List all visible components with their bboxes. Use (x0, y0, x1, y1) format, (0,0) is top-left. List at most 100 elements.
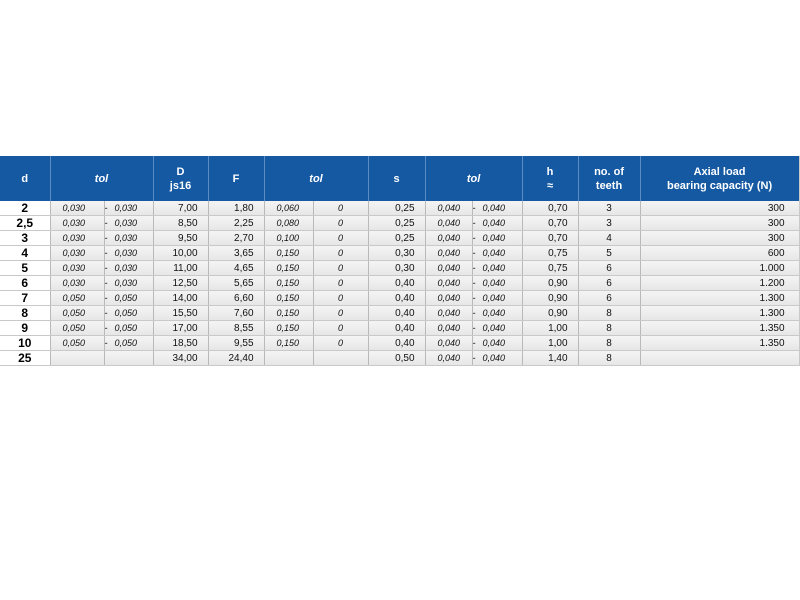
header-teeth: no. of teeth (578, 156, 641, 201)
cell-tol2-lower: 0,060 (264, 201, 314, 216)
cell-tol3-lower: 0,040 (425, 275, 473, 291)
tolerance-dash: - (472, 338, 476, 348)
cell-F: 9,55 (208, 335, 265, 351)
cell-tol1-lower: 0,050 (50, 305, 105, 321)
cell-axial-load: 300 (640, 215, 800, 231)
cell-tol2-upper: 0 (313, 290, 369, 306)
cell-s: 0,25 (368, 215, 426, 231)
cell-D: 8,50 (153, 215, 209, 231)
cell-d: 7 (0, 290, 51, 306)
tolerance-dash: - (472, 248, 476, 258)
header-axial-load: Axial load bearing capacity (N) (640, 156, 800, 201)
cell-D: 12,50 (153, 275, 209, 291)
cell-tol1-upper: -0,030 (104, 260, 154, 276)
cell-tol3-upper: -0,040 (472, 305, 523, 321)
cell-F: 7,60 (208, 305, 265, 321)
cell-s: 0,40 (368, 320, 426, 336)
tolerance-value: 0,040 (482, 308, 506, 318)
cell-tol3-upper: -0,040 (472, 290, 523, 306)
table-row: 4 0,030-0,030 10,00 3,65 0,150 0 0,30 0,040-0,0… (0, 245, 800, 261)
tolerance-value: 0,050 (114, 323, 138, 333)
cell-tol3-upper: -0,040 (472, 350, 523, 366)
cell-d: 2 (0, 201, 51, 216)
header-teeth-line2: teeth (595, 179, 623, 192)
cell-axial-load: 1.200 (640, 275, 800, 291)
cell-tol2-upper: 0 (313, 275, 369, 291)
tolerance-value: 0,030 (114, 278, 138, 288)
tolerance-dash: - (472, 278, 476, 288)
cell-h: 0,90 (522, 290, 579, 306)
tolerance-value: 0,030 (114, 203, 138, 213)
cell-h: 0,75 (522, 245, 579, 261)
cell-tol3-lower: 0,040 (425, 290, 473, 306)
cell-teeth: 6 (578, 260, 641, 276)
table-row: 25 34,00 24,40 0,50 0,040-0,040 1,40 8 (0, 350, 800, 366)
cell-h: 0,90 (522, 305, 579, 321)
tolerance-dash: - (104, 218, 108, 228)
cell-F: 1,80 (208, 201, 265, 216)
cell-tol3-upper: -0,040 (472, 230, 523, 246)
cell-tol3-upper: -0,040 (472, 335, 523, 351)
cell-tol1-lower: 0,030 (50, 215, 105, 231)
tolerance-dash: - (104, 293, 108, 303)
cell-D: 14,00 (153, 290, 209, 306)
header-axial-line1: Axial load (693, 165, 746, 178)
cell-s: 0,25 (368, 230, 426, 246)
cell-teeth: 8 (578, 335, 641, 351)
header-F: F (208, 156, 265, 201)
cell-tol1-upper: -0,030 (104, 245, 154, 261)
table-row: 2,5 0,030-0,030 8,50 2,25 0,080 0 0,25 0,040-0,… (0, 215, 800, 231)
cell-D: 17,00 (153, 320, 209, 336)
tolerance-dash: - (472, 293, 476, 303)
cell-D: 7,00 (153, 201, 209, 216)
table-row: 5 0,030-0,030 11,00 4,65 0,150 0 0,30 0,040-0,0… (0, 260, 800, 276)
cell-tol1-lower: 0,030 (50, 260, 105, 276)
header-s: s (368, 156, 426, 201)
cell-tol3-upper: -0,040 (472, 320, 523, 336)
cell-tol3-lower: 0,040 (425, 350, 473, 366)
cell-tol3-lower: 0,040 (425, 215, 473, 231)
cell-tol1-upper: -0,050 (104, 320, 154, 336)
cell-axial-load: 600 (640, 245, 800, 261)
cell-F: 2,70 (208, 230, 265, 246)
tolerance-value: 0,040 (482, 293, 506, 303)
cell-tol2-lower: 0,150 (264, 305, 314, 321)
cell-s: 0,30 (368, 245, 426, 261)
cell-s: 0,40 (368, 275, 426, 291)
tolerance-dash: - (104, 263, 108, 273)
tolerance-dash: - (104, 308, 108, 318)
cell-tol2-upper: 0 (313, 305, 369, 321)
tolerance-value: 0,030 (114, 248, 138, 258)
tolerance-dash: - (104, 203, 108, 213)
tolerance-value: 0,040 (482, 338, 506, 348)
cell-F: 24,40 (208, 350, 265, 366)
cell-d: 2,5 (0, 215, 51, 231)
cell-tol3-upper: -0,040 (472, 260, 523, 276)
cell-h: 1,40 (522, 350, 579, 366)
tolerance-value: 0,030 (114, 263, 138, 273)
tolerance-dash: - (472, 308, 476, 318)
cell-tol2-lower: 0,150 (264, 275, 314, 291)
cell-D: 10,00 (153, 245, 209, 261)
cell-tol2-lower: 0,150 (264, 290, 314, 306)
table-row: 7 0,050-0,050 14,00 6,60 0,150 0 0,40 0,040-0,0… (0, 290, 800, 306)
tolerance-dash: - (104, 323, 108, 333)
header-h-line2: ≈ (547, 179, 554, 192)
cell-axial-load: 1.350 (640, 335, 800, 351)
cell-tol1-lower: 0,030 (50, 230, 105, 246)
tolerance-value: 0,040 (482, 278, 506, 288)
tolerance-value: 0,040 (482, 323, 506, 333)
cell-teeth: 6 (578, 275, 641, 291)
cell-axial-load: 1.300 (640, 290, 800, 306)
cell-tol1-upper (104, 350, 154, 366)
cell-F: 3,65 (208, 245, 265, 261)
spec-table-container: d tol D js16 F tol s tol h ≈ no. of teet… (0, 156, 800, 366)
cell-tol2-lower: 0,150 (264, 245, 314, 261)
cell-axial-load: 300 (640, 201, 800, 216)
table-row: 8 0,050-0,050 15,50 7,60 0,150 0 0,40 0,040-0,0… (0, 305, 800, 321)
cell-d: 25 (0, 350, 51, 366)
cell-teeth: 6 (578, 290, 641, 306)
cell-tol3-lower: 0,040 (425, 320, 473, 336)
cell-teeth: 4 (578, 230, 641, 246)
table-body: 2 0,030-0,030 7,00 1,80 0,060 0 0,25 0,040-0,04… (0, 201, 800, 366)
